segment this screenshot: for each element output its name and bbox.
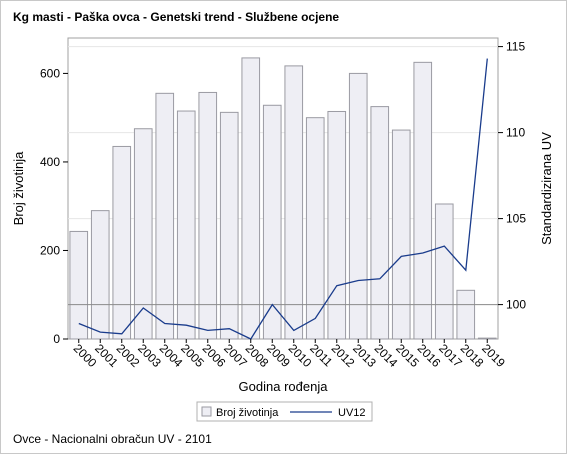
y-axis-title: Broj životinja — [11, 151, 26, 225]
bar-2013 — [348, 72, 368, 340]
x-tick-label-2002: 2002 — [114, 341, 143, 370]
bar-2006 — [198, 91, 218, 340]
x-tick-label-2019: 2019 — [479, 341, 508, 370]
bar-2019 — [477, 337, 497, 340]
left-tick-label: 400 — [40, 155, 60, 169]
x-tick-label-2016: 2016 — [415, 341, 444, 370]
left-tick-label: 200 — [40, 243, 60, 257]
bar-2017 — [434, 203, 454, 340]
chart-title: Kg masti - Paška ovca - Genetski trend -… — [13, 10, 340, 24]
legend-label-line: UV12 — [338, 407, 366, 419]
x-tick-label-2003: 2003 — [135, 341, 164, 370]
x-tick-label-2006: 2006 — [200, 341, 229, 370]
x-tick-label-2012: 2012 — [329, 341, 358, 370]
bar-2008 — [241, 57, 261, 340]
x-tick-label-2005: 2005 — [178, 341, 207, 370]
x-tick-label-2015: 2015 — [393, 341, 422, 370]
bar-2010 — [284, 65, 304, 340]
bar-2015 — [391, 129, 411, 340]
legend-box — [196, 401, 373, 422]
bar-2018 — [456, 289, 476, 340]
x-tick-label-2013: 2013 — [350, 341, 379, 370]
x-tick-label-2018: 2018 — [458, 341, 487, 370]
legend-swatch-bars — [201, 406, 212, 417]
x-tick-label-2011: 2011 — [307, 341, 335, 369]
x-tick-label-2001: 2001 — [92, 341, 121, 370]
bar-2011 — [305, 117, 325, 340]
legend-label-bars: Broj životinja — [216, 407, 279, 419]
bar-2002 — [112, 145, 132, 340]
bar-2000 — [69, 230, 89, 340]
right-tick-label: 115 — [506, 40, 525, 54]
x-axis-title: Godina rođenja — [239, 379, 329, 394]
x-tick-label-2004: 2004 — [157, 341, 186, 370]
left-tick-label: 0 — [53, 332, 60, 346]
x-tick-label-2010: 2010 — [286, 341, 315, 370]
bar-2001 — [90, 210, 110, 340]
x-tick-label-2014: 2014 — [372, 341, 401, 370]
legend: Broj životinja UV12 — [196, 401, 373, 422]
chart-footnote: Ovce - Nacionalni obračun UV - 2101 — [13, 432, 212, 446]
left-tick-label: 600 — [40, 66, 60, 80]
right-tick-label: 100 — [506, 298, 526, 312]
x-tick-label-2017: 2017 — [436, 341, 465, 370]
x-tick-label-2000: 2000 — [71, 341, 100, 370]
right-tick-label: 105 — [506, 212, 526, 226]
x-tick-label-2008: 2008 — [243, 341, 272, 370]
x-tick-label-2009: 2009 — [264, 341, 293, 370]
bar-2016 — [413, 61, 433, 340]
bar-2004 — [155, 92, 175, 340]
right-tick-label: 110 — [506, 126, 525, 140]
plot-area — [67, 37, 499, 340]
series-line-uv12 — [78, 58, 488, 340]
x-tick-label-2007: 2007 — [221, 341, 250, 370]
y2-axis-title: Standardizirana UV — [539, 132, 554, 245]
